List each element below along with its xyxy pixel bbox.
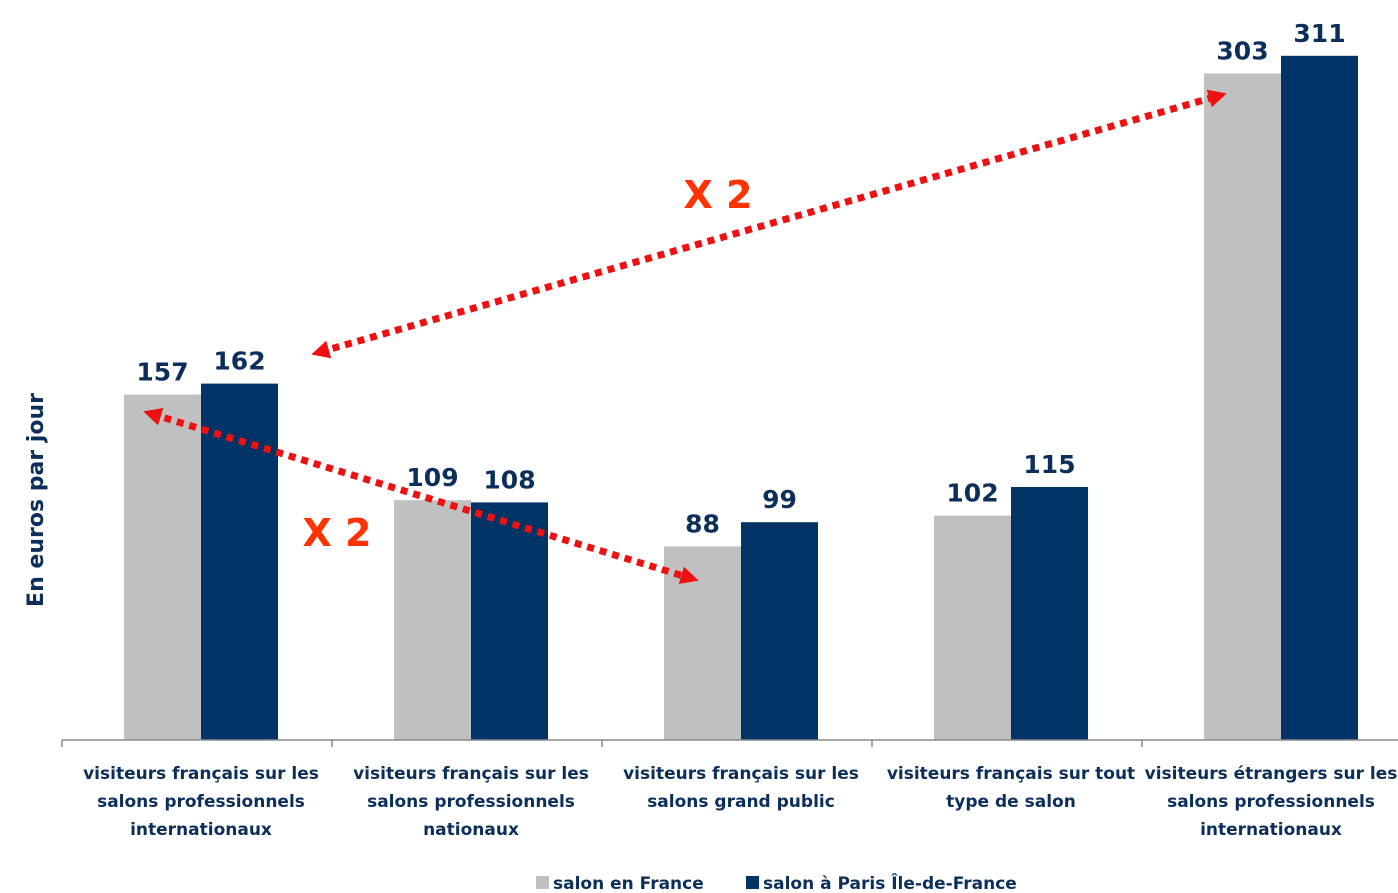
category-label: visiteurs étrangers sur les salons profes…	[1145, 764, 1398, 840]
bar-salon-paris-4	[1281, 55, 1358, 741]
bar-salon-en-france-3	[934, 515, 1011, 740]
category-label: visiteurs français sur tout type de salon	[887, 764, 1135, 812]
data-label: 162	[213, 347, 265, 376]
data-label: 303	[1216, 36, 1268, 65]
bar-salon-paris-2	[741, 522, 818, 740]
data-label: 109	[406, 463, 458, 492]
data-label: 115	[1023, 450, 1075, 479]
data-label: 311	[1293, 19, 1345, 48]
data-label: 108	[483, 465, 535, 494]
legend-label-salon-en-france: salon en France	[553, 874, 704, 893]
annotation-x2-top: X 2	[684, 173, 753, 217]
category-label: visiteurs français sur les salons grand p…	[623, 764, 859, 812]
category-label: visiteurs français sur les salons profess…	[83, 764, 319, 840]
annotation-arrow-international-vs-public	[143, 407, 699, 585]
bar-salon-en-france-4	[1204, 73, 1281, 740]
legend: salon en France salon à Paris Île-de-Fra…	[536, 872, 1017, 893]
value-labels-group: 157 162 109 108 88 99 102 115 303 311	[136, 19, 1345, 539]
data-label: 99	[762, 485, 797, 514]
bar-salon-paris-0	[201, 383, 278, 740]
bar-salon-paris-3	[1011, 487, 1088, 740]
category-labels-group: visiteurs français sur les salons profess…	[83, 764, 1397, 840]
legend-swatch-salon-en-france	[536, 876, 549, 889]
y-axis-label: En euros par jour	[24, 393, 49, 607]
bar-salon-en-france-1	[394, 500, 471, 740]
annotation-arrow-foreign-vs-french	[311, 89, 1227, 359]
data-label: 102	[946, 479, 998, 508]
legend-label-salon-paris: salon à Paris Île-de-France	[763, 872, 1017, 893]
annotation-arrows	[143, 89, 1227, 585]
data-label: 157	[136, 358, 188, 387]
category-label: visiteurs français sur les salons profess…	[353, 764, 589, 840]
annotation-x2-bottom: X 2	[303, 511, 372, 555]
data-label: 88	[685, 509, 720, 538]
legend-swatch-salon-paris	[746, 876, 759, 889]
bar-salon-en-france-0	[124, 394, 201, 740]
bars-group	[124, 55, 1358, 741]
x-axis	[61, 739, 1398, 747]
bar-salon-paris-1	[471, 502, 548, 740]
